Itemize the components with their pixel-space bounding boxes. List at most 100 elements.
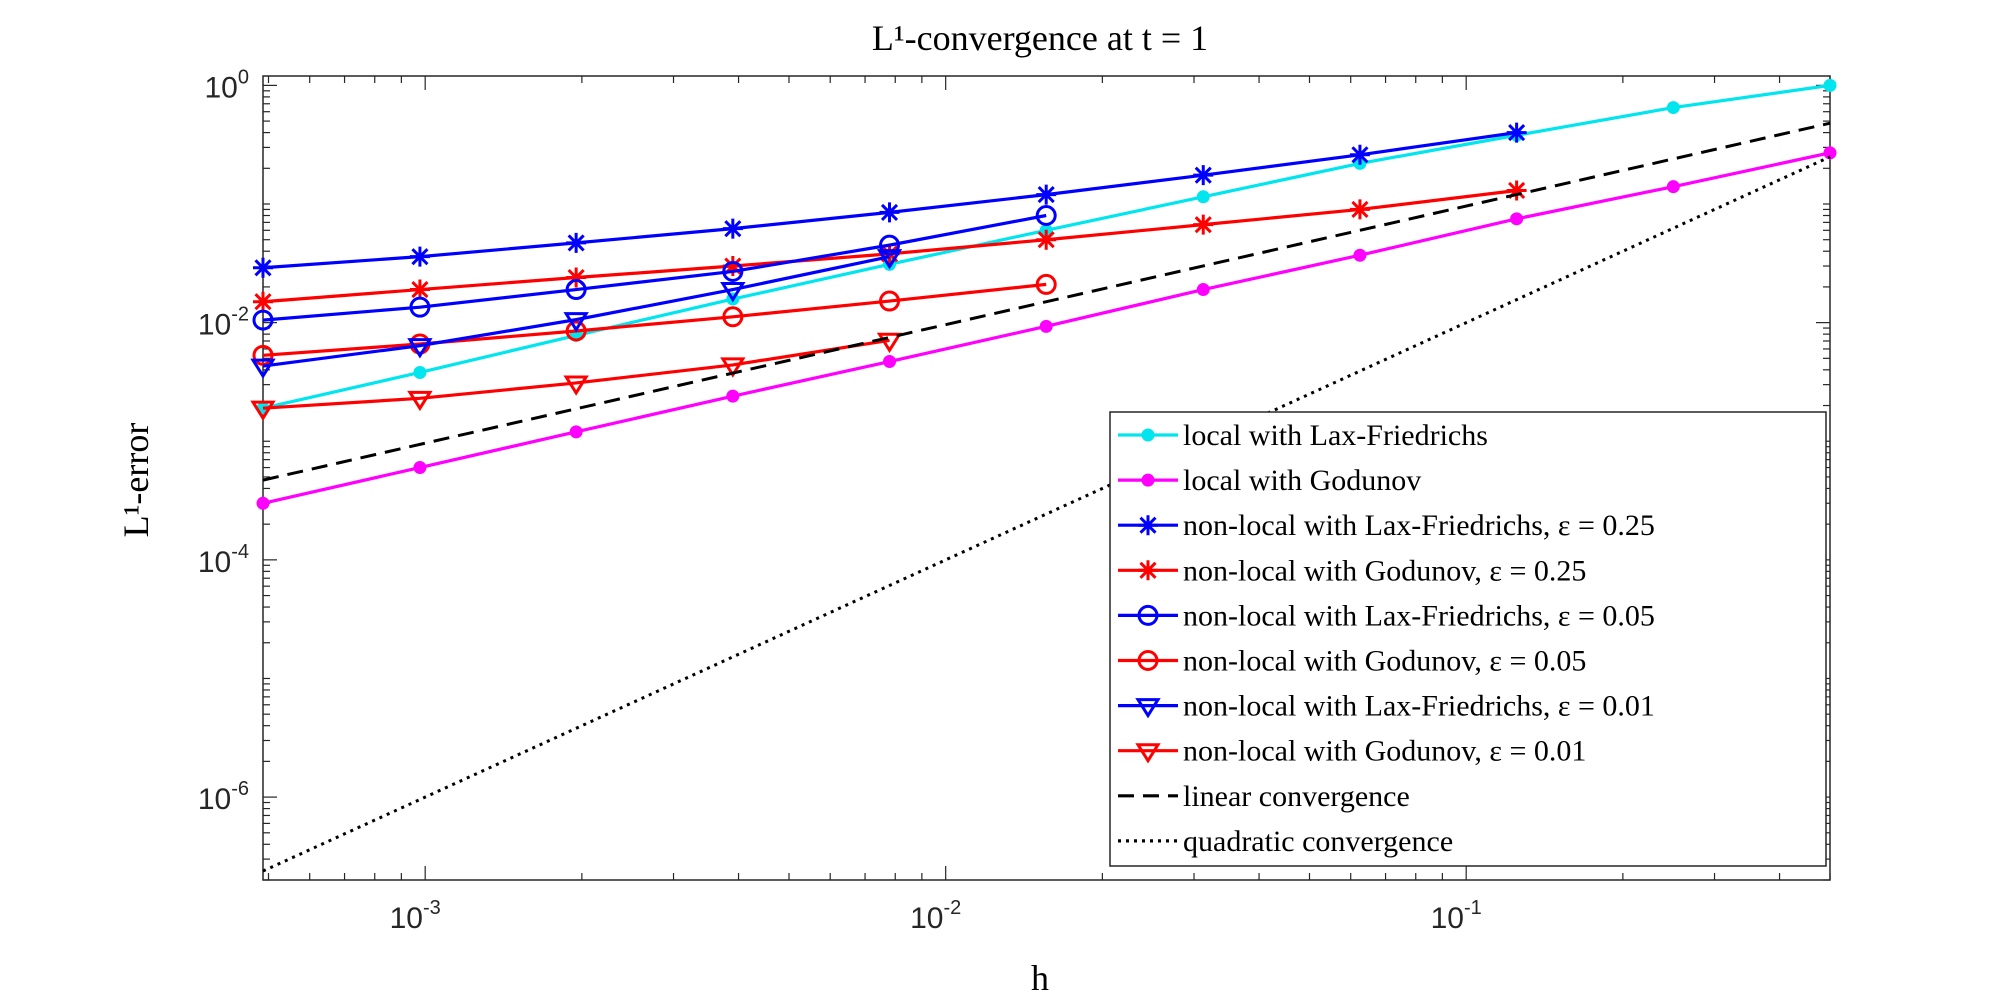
data-point [1036, 229, 1057, 250]
x-tick-label: 10-3 [390, 897, 441, 935]
data-point [1510, 212, 1524, 226]
data-point [1823, 146, 1837, 160]
series-line [262, 338, 890, 410]
data-point [566, 267, 587, 288]
data-point [883, 355, 897, 369]
data-point [722, 306, 744, 328]
data-point [563, 312, 589, 333]
legend-label: non-local with Lax-Friedrichs, ε = 0.01 [1183, 690, 1655, 723]
data-point [252, 309, 274, 331]
series-5 [252, 273, 1057, 366]
data-point [720, 357, 746, 378]
legend-item-0: local with Lax-Friedrichs [1118, 419, 1488, 452]
y-tick-label: 10-4 [198, 541, 249, 579]
data-point [879, 234, 901, 256]
series-8 [262, 121, 1831, 482]
legend-item-6: non-local with Lax-Friedrichs, ε = 0.01 [1118, 690, 1655, 723]
data-point [250, 358, 276, 379]
y-axis-title: L¹-error [116, 423, 156, 538]
legend-label: local with Godunov [1183, 464, 1421, 497]
legend-item-5: non-local with Godunov, ε = 0.05 [1118, 645, 1586, 678]
data-point [253, 291, 273, 312]
legend-item-1: local with Godunov [1118, 464, 1421, 497]
legend-label: non-local with Godunov, ε = 0.25 [1183, 554, 1586, 587]
data-point [566, 232, 587, 253]
data-point [876, 332, 903, 354]
chart-title: L¹-convergence at t = 1 [872, 18, 1208, 58]
legend-label: local with Lax-Friedrichs [1183, 419, 1488, 452]
series-layer [250, 78, 1837, 873]
data-point [407, 390, 433, 412]
legend-label: linear convergence [1183, 780, 1410, 813]
data-point [722, 218, 743, 239]
y-tick-label: 10-6 [198, 778, 249, 816]
legend-label: non-local with Lax-Friedrichs, ε = 0.25 [1183, 509, 1655, 542]
data-point [1193, 165, 1214, 186]
data-point [250, 400, 276, 422]
data-point [1036, 184, 1057, 205]
data-point [1196, 283, 1210, 297]
legend-label: quadratic convergence [1183, 825, 1453, 858]
series-line [262, 282, 1047, 357]
data-point [1666, 101, 1680, 115]
x-axis-title: h [1031, 958, 1049, 998]
legend-item-9: quadratic convergence [1118, 825, 1453, 858]
series-4 [252, 205, 1057, 331]
data-point [876, 249, 903, 270]
data-point [569, 425, 583, 439]
series-line [262, 121, 1831, 482]
data-point [1349, 199, 1370, 220]
tick-labels-layer: 10-3 10-2 10-1 100 10-2 10-4 10-6 [198, 66, 1482, 935]
data-point [722, 256, 743, 277]
series-line [262, 255, 890, 368]
data-point [879, 290, 901, 312]
data-point [1196, 190, 1210, 204]
legend-marker [1135, 698, 1161, 719]
data-point [1506, 122, 1527, 143]
data-point [1666, 180, 1680, 194]
data-point [252, 344, 274, 366]
y-tick-label: 10-2 [198, 304, 249, 342]
data-point [1193, 214, 1214, 235]
series-6 [250, 249, 903, 379]
legend-marker [1137, 604, 1159, 626]
data-point [565, 320, 587, 342]
series-2 [253, 122, 1527, 278]
data-point [565, 279, 587, 301]
data-point [256, 496, 270, 510]
data-point [409, 279, 430, 300]
series-line [262, 213, 1047, 322]
x-tick-label: 10-2 [910, 897, 961, 935]
legend-item-8: linear convergence [1118, 780, 1410, 813]
data-point [1823, 78, 1837, 92]
data-point [1349, 144, 1370, 165]
legend-box [1109, 411, 1827, 867]
legend-marker [1138, 515, 1158, 536]
data-point [413, 365, 427, 379]
legend: local with Lax-Friedrichs local with Godu… [1109, 411, 1827, 867]
legend-marker [1141, 428, 1155, 442]
x-tick-label: 10-1 [1431, 897, 1482, 935]
legend-item-7: non-local with Godunov, ε = 0.01 [1118, 735, 1586, 768]
data-point [413, 461, 427, 475]
legend-item-2: non-local with Lax-Friedrichs, ε = 0.25 [1118, 509, 1655, 542]
legend-item-4: non-local with Lax-Friedrichs, ε = 0.05 [1118, 599, 1655, 632]
y-tick-label: 100 [205, 66, 250, 104]
legend-label: non-local with Godunov, ε = 0.05 [1183, 645, 1586, 678]
data-point [409, 296, 431, 318]
data-point [1035, 273, 1057, 295]
legend-marker [1138, 560, 1158, 581]
data-point [1039, 319, 1053, 333]
data-point [253, 257, 273, 278]
data-point [1035, 205, 1057, 227]
legend-label: non-local with Godunov, ε = 0.01 [1183, 735, 1586, 768]
data-point [720, 282, 746, 303]
legend-marker [1135, 743, 1161, 764]
data-point [409, 246, 430, 267]
legend-marker [1141, 473, 1155, 487]
data-point [1353, 248, 1367, 262]
data-point [726, 389, 740, 403]
data-point [722, 260, 744, 282]
data-point [407, 338, 433, 359]
